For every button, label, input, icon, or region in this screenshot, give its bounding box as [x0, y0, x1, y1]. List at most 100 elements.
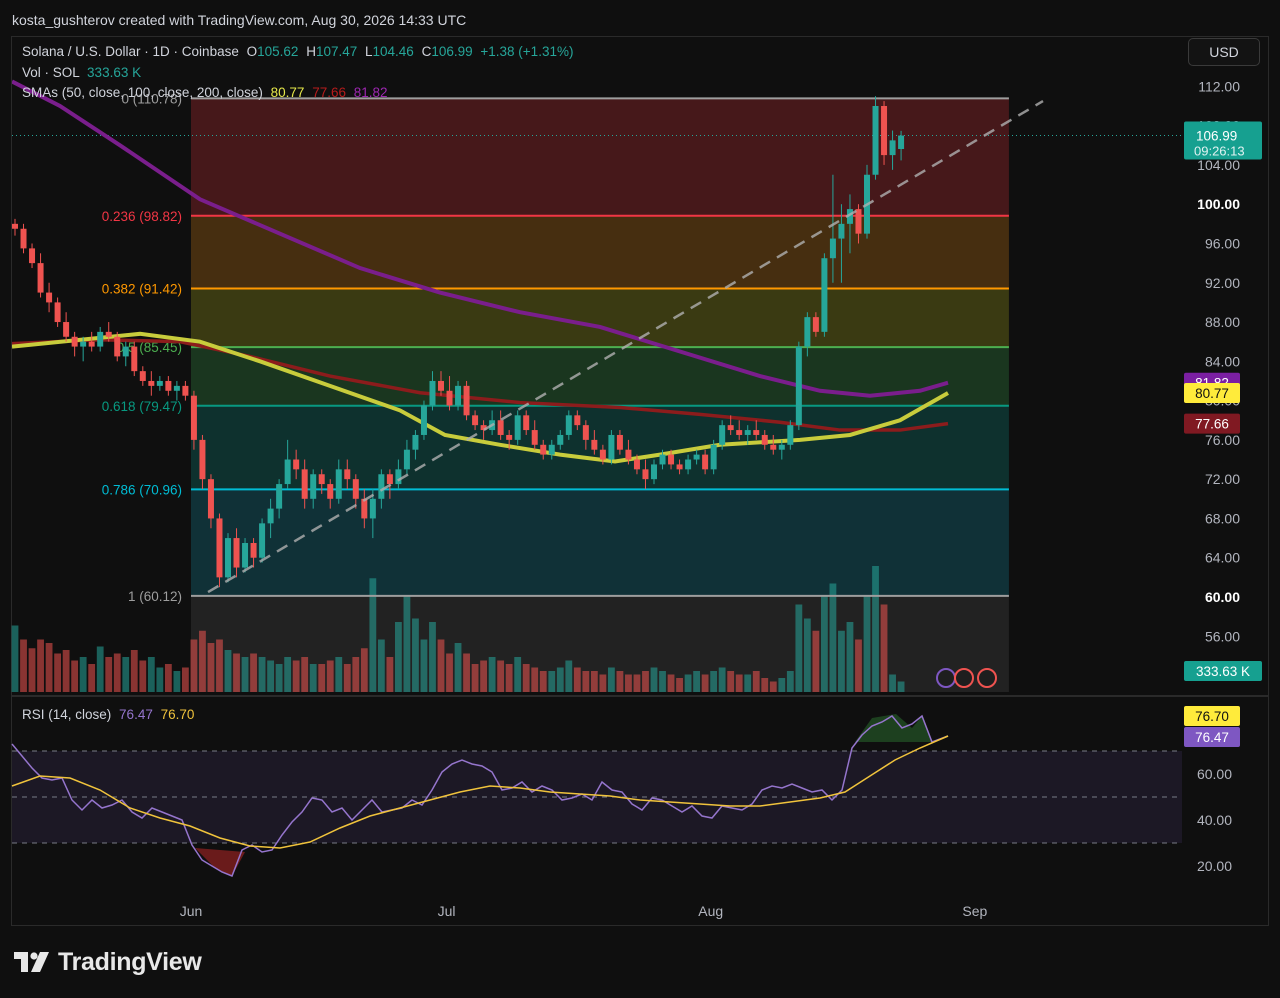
candle-body	[625, 449, 632, 460]
candle-body	[250, 542, 257, 558]
candle-body	[310, 474, 317, 499]
volume-bar	[318, 664, 326, 692]
price-axis-tick: 100.00	[1197, 196, 1240, 212]
volume-bar	[79, 657, 87, 692]
volume-bar	[667, 674, 675, 692]
candle-body	[63, 322, 70, 337]
rsi-value: 76.47	[119, 707, 153, 722]
candle-body	[506, 434, 513, 440]
candle-body	[233, 538, 240, 568]
volume-bar	[275, 664, 283, 692]
candle-body	[821, 258, 828, 332]
sma50-line	[12, 331, 949, 464]
price-axis-tick: 60.00	[1205, 589, 1240, 605]
dividend-event-icon	[936, 668, 956, 688]
volume-bar	[625, 674, 632, 692]
volume-bar	[693, 671, 700, 692]
candle-body	[693, 454, 700, 460]
candle-body	[574, 415, 581, 426]
candle-body	[616, 434, 623, 450]
sma-group	[12, 79, 949, 464]
rsi-tag-bg	[1184, 706, 1240, 726]
volume-bar	[88, 664, 96, 692]
rsi-overbought-fill	[855, 714, 932, 742]
volume-bar	[480, 660, 487, 692]
volume-bar	[113, 653, 121, 692]
tradingview-brand[interactable]: TradingView	[14, 948, 202, 977]
candle-body	[71, 336, 78, 347]
candle-body	[548, 444, 555, 455]
low-value: 104.46	[372, 44, 414, 59]
candle-body	[173, 385, 180, 391]
candle-body	[719, 425, 726, 445]
volume-bar	[855, 639, 862, 692]
sma-label[interactable]: SMAs (50, close, 100, close, 200, close)	[22, 85, 263, 100]
candle-body	[812, 317, 819, 332]
candle-body	[438, 380, 444, 391]
close-label: C	[421, 44, 432, 59]
candle-body	[633, 459, 640, 470]
volume-bar	[454, 643, 462, 692]
volume-bar	[599, 674, 607, 692]
candle-body	[293, 459, 300, 470]
sma100-line	[12, 337, 949, 432]
volume-bar	[838, 630, 845, 692]
candle-body	[710, 444, 717, 470]
rsi-tag: 76.47	[1195, 730, 1229, 745]
volume-bar	[309, 664, 317, 692]
volume-bar	[429, 622, 436, 692]
volume-bar	[190, 639, 198, 692]
volume-bar	[45, 643, 53, 692]
candle-body	[37, 263, 44, 293]
volume-bar	[633, 674, 641, 692]
candle-body	[207, 479, 214, 519]
candle-body	[267, 508, 274, 524]
rsi-label[interactable]: RSI (14, close)	[22, 707, 112, 722]
volume-bar	[199, 630, 206, 692]
volume-bar	[582, 671, 590, 692]
candle-body	[608, 434, 615, 460]
sma50-value: 80.77	[270, 85, 305, 100]
candle-body	[472, 415, 479, 426]
volume-bar	[54, 653, 61, 692]
rsi-oversold-fill	[195, 848, 245, 876]
candle-body	[727, 425, 734, 431]
rsi-axis-tick: 40.00	[1197, 812, 1232, 828]
fib-level-label: 0.236 (98.82)	[102, 209, 182, 224]
currency-button[interactable]: USD	[1188, 38, 1260, 66]
current-price-tag-bg	[1184, 121, 1262, 160]
sma200-value: 81.82	[353, 85, 388, 100]
volume-label[interactable]: Vol · SOL	[22, 65, 80, 80]
volume-bar	[352, 657, 360, 692]
volume-bar	[471, 664, 479, 692]
volume-bar	[369, 578, 377, 692]
candle-body	[225, 538, 231, 578]
volume-bar	[412, 618, 419, 692]
volume-bar	[889, 674, 896, 692]
volume-bar	[182, 667, 189, 692]
candle-body	[591, 439, 598, 450]
volume-bar	[258, 657, 266, 692]
volume-bar	[420, 639, 428, 692]
candle-body	[20, 228, 27, 249]
volume-bar	[122, 657, 130, 692]
volume-bar	[130, 650, 138, 692]
volume-bar	[20, 639, 27, 692]
us-flag-event-icon	[977, 668, 997, 688]
candle-body	[523, 415, 530, 431]
volume-bar	[446, 653, 453, 692]
price-axis-tick: 88.00	[1205, 314, 1240, 330]
price-axis-tick: 64.00	[1205, 550, 1240, 566]
volume-bar	[437, 639, 445, 692]
candle-body	[795, 346, 802, 426]
volume-bar	[497, 660, 505, 692]
sma-price-tag: 80.77	[1195, 386, 1229, 401]
volume-bar	[710, 671, 718, 692]
symbol-name[interactable]: Solana / U.S. Dollar · 1D · Coinbase	[22, 44, 239, 59]
sma100-value: 77.66	[312, 85, 346, 100]
volume-bar	[377, 639, 385, 692]
candle-body	[131, 346, 138, 372]
volume-tag: 333.63 K	[1196, 664, 1250, 679]
candle-body	[122, 346, 129, 357]
